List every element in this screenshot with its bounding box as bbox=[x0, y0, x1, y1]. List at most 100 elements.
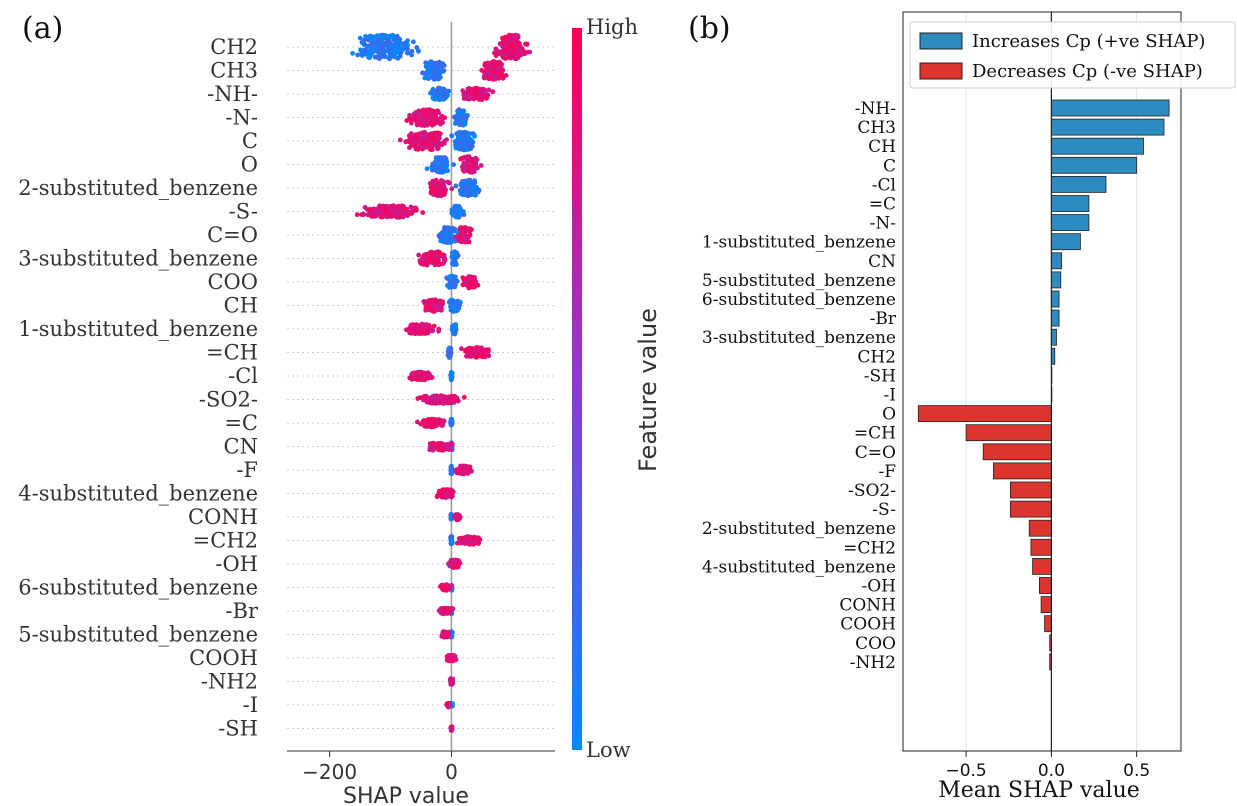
shap-point bbox=[446, 180, 452, 186]
shap-point bbox=[450, 606, 456, 612]
panel-a-dots bbox=[350, 32, 533, 733]
shap-point bbox=[430, 259, 436, 265]
shap-point bbox=[498, 51, 504, 57]
shap-point bbox=[403, 40, 409, 46]
shap-point bbox=[468, 146, 474, 152]
bar bbox=[1051, 175, 1107, 193]
shap-point bbox=[447, 274, 453, 280]
shap-point bbox=[453, 121, 458, 126]
shap-point bbox=[466, 181, 472, 187]
category-label: CH2 bbox=[857, 347, 896, 367]
category-label: CN bbox=[868, 252, 896, 272]
shap-point bbox=[394, 35, 400, 41]
shap-point bbox=[504, 47, 510, 53]
shap-point bbox=[446, 658, 451, 663]
shap-point bbox=[407, 113, 413, 119]
legend-label-increases: Increases Cp (+ve SHAP) bbox=[972, 31, 1205, 52]
shap-point bbox=[442, 139, 447, 144]
shap-point bbox=[397, 53, 403, 59]
shap-point bbox=[515, 33, 521, 39]
category-label: CH3 bbox=[857, 118, 896, 138]
shap-point bbox=[472, 133, 477, 139]
bar bbox=[1010, 500, 1052, 518]
shap-point bbox=[377, 54, 383, 59]
shap-point bbox=[474, 345, 479, 350]
shap-point bbox=[433, 298, 439, 304]
shap-point bbox=[458, 210, 464, 215]
shap-point bbox=[462, 185, 467, 191]
bar bbox=[1051, 118, 1165, 136]
feature-label: C=O bbox=[207, 223, 258, 247]
shap-point bbox=[409, 205, 415, 211]
shap-point bbox=[472, 178, 477, 184]
shap-point bbox=[436, 326, 442, 332]
shap-point bbox=[465, 469, 470, 475]
feature-label: -I bbox=[243, 693, 258, 717]
shap-point bbox=[443, 633, 449, 639]
shap-point bbox=[429, 62, 434, 68]
shap-point bbox=[444, 587, 449, 593]
shap-point bbox=[422, 331, 428, 336]
shap-point bbox=[451, 561, 457, 567]
shap-point bbox=[482, 72, 487, 78]
feature-label: COO bbox=[207, 270, 258, 294]
category-label: O bbox=[882, 405, 896, 425]
shap-point bbox=[469, 185, 475, 191]
shap-point bbox=[461, 229, 466, 235]
category-label: -NH2 bbox=[850, 653, 896, 673]
shap-point bbox=[378, 45, 384, 51]
shap-point bbox=[363, 34, 368, 39]
shap-point bbox=[484, 65, 489, 71]
bar bbox=[1010, 481, 1052, 499]
bar bbox=[1051, 328, 1057, 346]
shap-point bbox=[461, 136, 467, 142]
panel-a-label: (a) bbox=[22, 11, 63, 46]
shap-point bbox=[418, 118, 423, 124]
category-label: 3-substituted_benzene bbox=[702, 328, 896, 348]
shap-point bbox=[467, 131, 472, 137]
shap-point bbox=[420, 210, 426, 215]
shap-point bbox=[416, 108, 422, 114]
panel-b-label: (b) bbox=[688, 11, 731, 46]
shap-point bbox=[451, 261, 456, 266]
shap-point bbox=[461, 109, 466, 115]
feature-label: -N- bbox=[225, 106, 258, 130]
category-label: CONH bbox=[839, 596, 896, 616]
bar bbox=[982, 443, 1052, 461]
shap-point bbox=[446, 353, 451, 358]
shap-point bbox=[418, 143, 423, 149]
shap-point bbox=[458, 468, 464, 474]
shap-point bbox=[439, 494, 445, 500]
shap-point bbox=[451, 565, 456, 570]
feature-label: CH bbox=[224, 294, 258, 318]
feature-label: CONH bbox=[188, 505, 258, 529]
shap-point bbox=[438, 121, 443, 127]
shap-point bbox=[441, 259, 447, 265]
shap-point bbox=[435, 61, 441, 67]
shap-point bbox=[466, 239, 472, 245]
category-label: 2-substituted_benzene bbox=[702, 519, 896, 539]
bar bbox=[1030, 538, 1052, 556]
panel-a-feature-labels: CH2CH3-NH--N-CO2-substituted_benzene-S-C… bbox=[18, 35, 259, 741]
category-label: =CH2 bbox=[843, 538, 896, 558]
legend-label-decreases: Decreases Cp (-ve SHAP) bbox=[972, 61, 1203, 82]
shap-point bbox=[449, 538, 454, 544]
shap-point bbox=[459, 121, 465, 127]
shap-point bbox=[493, 53, 499, 59]
shap-point bbox=[439, 155, 444, 161]
shap-point bbox=[382, 207, 388, 212]
shap-point bbox=[416, 252, 422, 258]
panel-b-category-labels: -NH-CH3CHC-Cl=C-N-1-substituted_benzeneC… bbox=[702, 99, 897, 673]
shap-point bbox=[430, 110, 436, 116]
shap-point bbox=[468, 92, 474, 97]
bar bbox=[1039, 577, 1052, 594]
category-label: -NH- bbox=[855, 99, 896, 119]
shap-point bbox=[457, 514, 463, 519]
category-label: -F bbox=[878, 462, 896, 482]
shap-point bbox=[437, 188, 442, 194]
category-label: -SH bbox=[864, 366, 896, 386]
shap-point bbox=[453, 326, 459, 332]
shap-point bbox=[430, 178, 436, 184]
shap-point bbox=[471, 192, 477, 198]
shap-point bbox=[422, 396, 427, 401]
